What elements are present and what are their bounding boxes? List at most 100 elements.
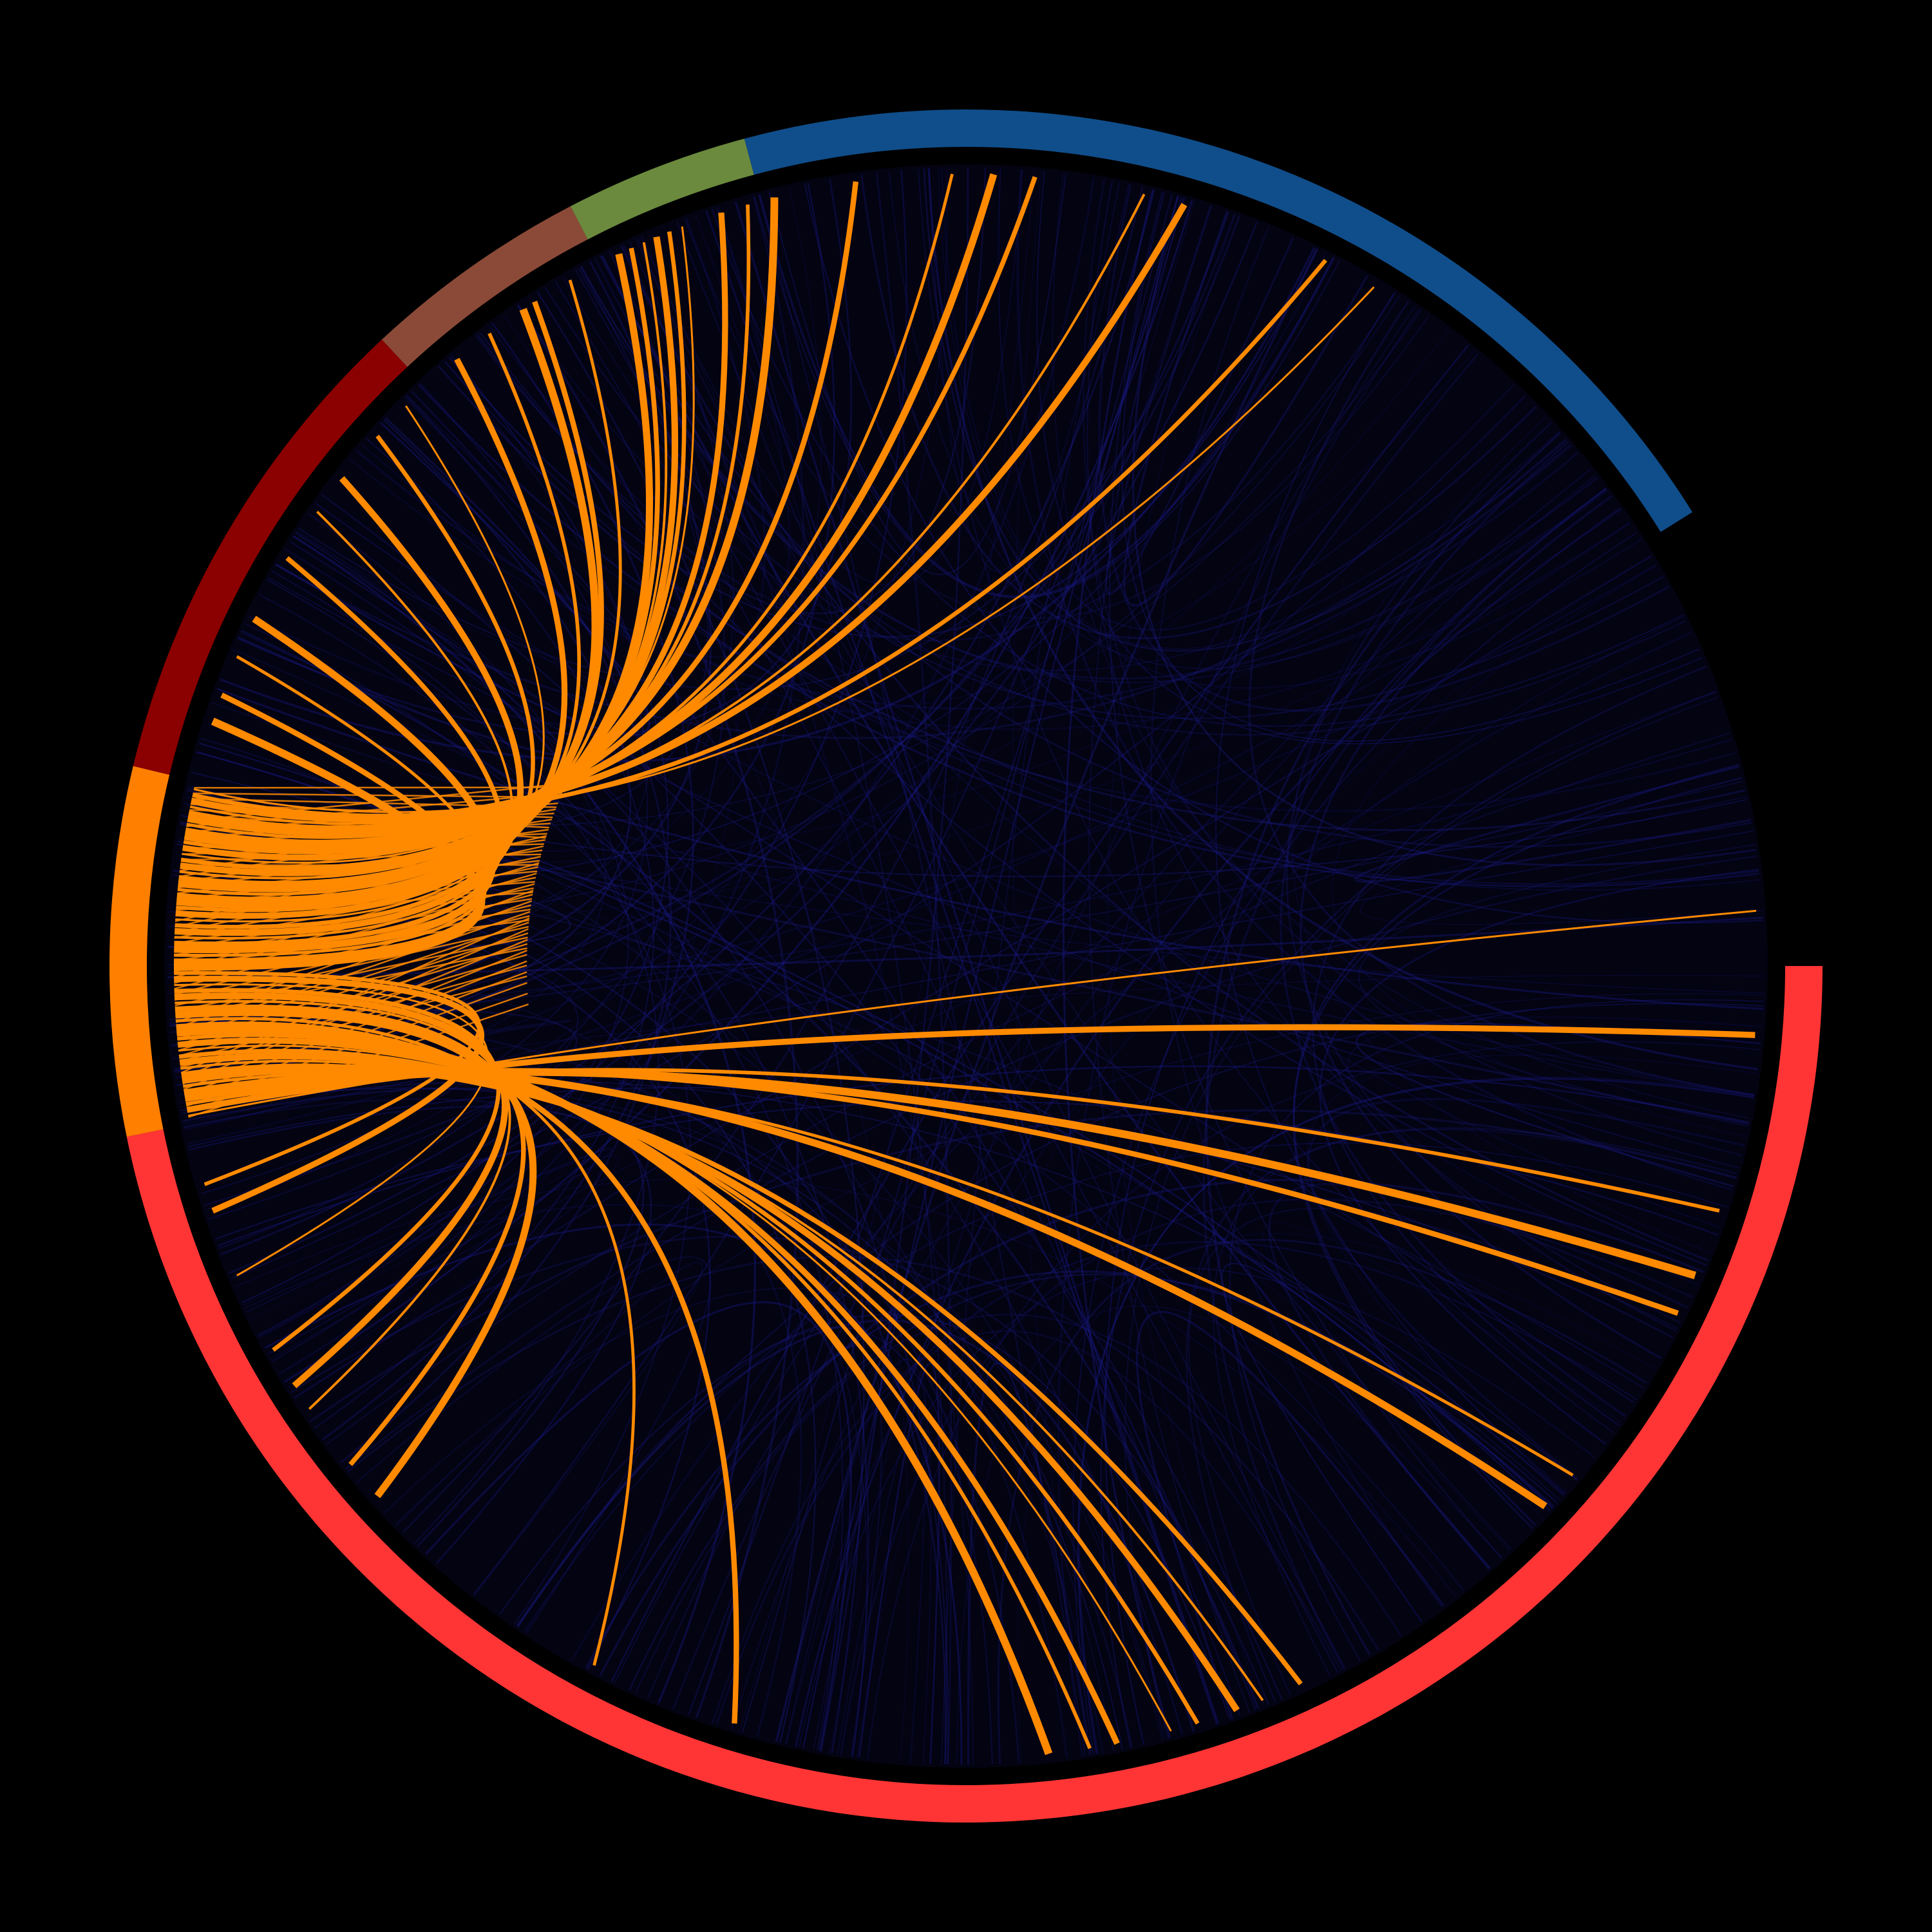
background-link — [929, 168, 1129, 572]
background-link — [215, 1101, 1718, 1240]
background-link — [758, 194, 1336, 598]
highlight-link — [174, 988, 501, 1352]
background-link — [775, 248, 1318, 1743]
background-link — [1124, 697, 1718, 1739]
background-link — [941, 167, 1642, 689]
background-link — [1213, 1129, 1736, 1677]
background-link — [271, 570, 659, 1544]
background-link — [246, 1148, 612, 1354]
background-link — [1107, 214, 1265, 1707]
background-link — [1105, 205, 1294, 595]
background-link — [499, 1314, 1231, 1720]
group-arc-orange — [109, 766, 170, 1137]
background-link — [1108, 191, 1502, 1559]
background-link — [240, 629, 1260, 1710]
background-link — [856, 555, 1652, 1757]
highlight-link — [178, 1045, 1172, 1732]
background-link — [438, 365, 1745, 831]
highlight-fan-link — [174, 855, 541, 934]
highlight-fan-link — [182, 833, 547, 849]
highlight-fan-link — [185, 981, 527, 1107]
highlight-link — [192, 258, 1327, 819]
background-link — [314, 438, 654, 1429]
highlight-fan-link — [178, 943, 528, 1052]
highlight-fan-link — [176, 870, 538, 905]
background-link — [1123, 211, 1368, 607]
background-link — [167, 916, 1763, 979]
background-link — [544, 287, 1664, 719]
background-link — [629, 241, 974, 1765]
background-link — [562, 276, 1721, 1229]
background-link — [168, 295, 1400, 929]
highlight-fan-link — [190, 803, 553, 819]
highlight-fan-link — [176, 911, 531, 1035]
background-link — [1188, 1208, 1678, 1696]
background-link — [180, 1087, 1123, 1750]
highlight-fan-link — [178, 954, 527, 1057]
background-link — [267, 579, 869, 1757]
background-link — [635, 238, 1512, 1550]
highlight-fan-link — [173, 909, 531, 961]
highlight-fan-link — [178, 829, 549, 883]
highlight-link — [184, 1068, 1696, 1280]
background-link — [676, 221, 1346, 1669]
highlight-fan-link — [187, 992, 528, 1113]
background-link — [296, 350, 1475, 712]
background-link — [181, 1080, 1578, 1481]
background-link — [1088, 197, 1251, 1713]
group-arc-darkred — [133, 339, 408, 775]
highlight-fan-link — [187, 782, 567, 822]
background-link — [635, 1314, 1402, 1694]
background-link — [179, 1082, 1163, 1740]
background-link — [234, 1178, 1456, 1597]
background-link — [938, 167, 1566, 649]
highlight-fan-link — [173, 883, 535, 984]
highlight-link — [188, 176, 1037, 831]
background-link — [322, 322, 694, 1441]
highlight-fan-link — [179, 964, 527, 1063]
highlight-link — [175, 1009, 537, 1499]
background-link — [218, 1065, 1750, 1247]
highlight-link — [182, 226, 695, 864]
background-link — [279, 196, 805, 1375]
background-link — [860, 174, 1537, 639]
background-link — [1205, 431, 1562, 1656]
background-link — [1312, 665, 1707, 1426]
background-link — [315, 397, 665, 712]
highlight-link — [176, 1026, 1053, 1756]
background-link — [1098, 184, 1670, 712]
background-link — [1300, 495, 1662, 1359]
background-link — [174, 419, 632, 1072]
highlight-fan-link — [181, 853, 542, 861]
highlight-fan-link — [174, 915, 530, 1001]
background-link — [1186, 1127, 1738, 1703]
background-link — [237, 178, 853, 735]
highlight-fan-link — [183, 822, 551, 844]
background-link — [339, 395, 672, 1464]
background-link — [347, 1255, 1379, 1651]
background-link — [1150, 226, 1443, 1608]
highlight-fan-link — [186, 792, 563, 828]
highlight-fan-link — [175, 881, 535, 911]
background-links — [167, 167, 1765, 1765]
highlight-fan-link — [181, 928, 529, 1079]
background-link — [516, 304, 799, 1718]
background-link — [348, 458, 1631, 730]
background-link — [614, 468, 1592, 1683]
highlight-fan-link — [174, 904, 531, 996]
group-arc-brown — [381, 206, 588, 367]
background-link — [1293, 764, 1739, 1526]
highlight-fan-link — [185, 802, 558, 833]
highlight-fan-link — [177, 932, 529, 1046]
highlight-fan-link — [180, 917, 530, 1074]
background-link — [242, 170, 907, 1303]
background-link — [554, 281, 1241, 1716]
background-link — [479, 332, 1707, 1266]
background-link — [715, 1241, 1637, 1725]
background-link — [244, 623, 844, 1751]
background-link — [345, 855, 1757, 1470]
highlight-link — [178, 1048, 1200, 1725]
background-link — [1221, 1263, 1551, 1622]
